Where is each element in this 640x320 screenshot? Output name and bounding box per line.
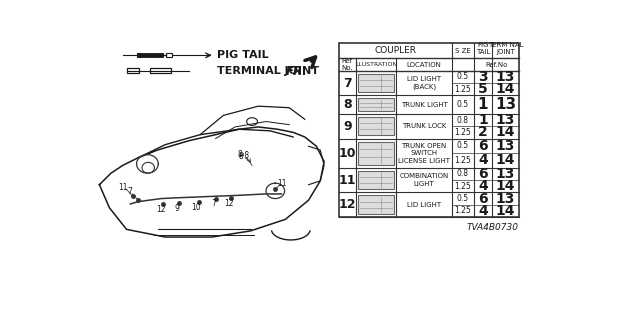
- Text: 14: 14: [496, 154, 515, 167]
- Text: Ref
No.: Ref No.: [342, 58, 353, 71]
- Text: 4: 4: [478, 204, 488, 218]
- Text: 8: 8: [238, 152, 243, 161]
- Text: 9: 9: [175, 204, 179, 213]
- Bar: [358, 117, 394, 135]
- Text: 14: 14: [496, 179, 515, 193]
- Text: 14: 14: [496, 82, 515, 96]
- Text: 6: 6: [478, 139, 488, 153]
- Text: FR.: FR.: [285, 65, 307, 77]
- Text: 11: 11: [118, 182, 128, 191]
- Text: COUPLER: COUPLER: [374, 46, 417, 55]
- Text: 0.8: 0.8: [457, 169, 469, 179]
- Text: 13: 13: [496, 139, 515, 153]
- Text: 0.5: 0.5: [457, 141, 469, 150]
- Text: 13: 13: [496, 70, 515, 84]
- Text: TERM NAL
JOINT: TERM NAL JOINT: [488, 42, 524, 55]
- Text: 4: 4: [478, 154, 488, 167]
- Bar: [358, 196, 394, 214]
- Text: TRUNK OPEN
SWITCH
LICENSE LIGHT: TRUNK OPEN SWITCH LICENSE LIGHT: [398, 143, 450, 164]
- Bar: [150, 68, 172, 73]
- Bar: [127, 68, 139, 73]
- Bar: [166, 53, 172, 57]
- Text: 0.5: 0.5: [457, 100, 469, 109]
- Text: 13: 13: [495, 97, 516, 112]
- Text: 0.5: 0.5: [457, 72, 469, 81]
- Text: 11: 11: [278, 179, 287, 188]
- Text: 0.5: 0.5: [457, 194, 469, 203]
- Text: 6: 6: [478, 167, 488, 181]
- Bar: [339, 43, 518, 217]
- Text: COMBINATION
LIGHT: COMBINATION LIGHT: [399, 173, 449, 187]
- Text: 6: 6: [478, 192, 488, 205]
- Text: 1.25: 1.25: [454, 156, 471, 165]
- Text: 1: 1: [478, 113, 488, 127]
- Text: 1.25: 1.25: [454, 85, 471, 94]
- Text: 1.25: 1.25: [454, 182, 471, 191]
- Text: 3: 3: [478, 70, 488, 84]
- Text: 1.25: 1.25: [454, 128, 471, 137]
- Text: S ZE: S ZE: [455, 48, 471, 54]
- Text: 14: 14: [496, 125, 515, 139]
- Text: 7: 7: [343, 76, 352, 90]
- Text: 13: 13: [496, 113, 515, 127]
- Bar: [358, 99, 394, 111]
- Text: 8: 8: [343, 98, 352, 111]
- Text: TRUNK LIGHT: TRUNK LIGHT: [401, 102, 447, 108]
- Text: TRUNK LOCK: TRUNK LOCK: [402, 123, 446, 129]
- Text: 0.8: 0.8: [457, 116, 469, 124]
- Text: 13: 13: [496, 192, 515, 205]
- Text: 7: 7: [211, 199, 216, 208]
- Ellipse shape: [246, 118, 257, 125]
- Bar: [358, 141, 394, 165]
- Text: 12: 12: [224, 199, 234, 208]
- Bar: [358, 74, 394, 92]
- Text: PIG
TAIL: PIG TAIL: [476, 42, 490, 55]
- Text: 9: 9: [343, 120, 352, 133]
- Text: 12: 12: [156, 205, 165, 214]
- Text: 1: 1: [477, 97, 488, 112]
- Text: Ref.No: Ref.No: [485, 61, 508, 68]
- Text: LID LIGHT
(BACK): LID LIGHT (BACK): [407, 76, 441, 90]
- Bar: [136, 53, 140, 57]
- Text: 10: 10: [339, 147, 356, 160]
- Text: 5: 5: [478, 82, 488, 96]
- Text: 14: 14: [496, 204, 515, 218]
- Text: TERMINAL JOINT: TERMINAL JOINT: [217, 66, 319, 76]
- Text: LID LIGHT: LID LIGHT: [407, 202, 441, 208]
- Text: 13: 13: [496, 167, 515, 181]
- Text: 4: 4: [478, 179, 488, 193]
- Text: PIG TAIL: PIG TAIL: [217, 50, 269, 60]
- Text: 11: 11: [339, 173, 356, 187]
- Text: 10: 10: [191, 203, 201, 212]
- Text: TVA4B0730: TVA4B0730: [467, 223, 518, 232]
- Text: 12: 12: [339, 198, 356, 211]
- Text: 8: 8: [237, 150, 242, 159]
- Bar: [358, 171, 394, 189]
- Text: 2: 2: [478, 125, 488, 139]
- Text: LLUSTRATION: LLUSTRATION: [355, 62, 397, 67]
- Text: LOCATION: LOCATION: [406, 61, 442, 68]
- Text: 7: 7: [127, 187, 132, 196]
- Text: ↵8: ↵8: [239, 151, 250, 160]
- Text: 1.25: 1.25: [454, 206, 471, 215]
